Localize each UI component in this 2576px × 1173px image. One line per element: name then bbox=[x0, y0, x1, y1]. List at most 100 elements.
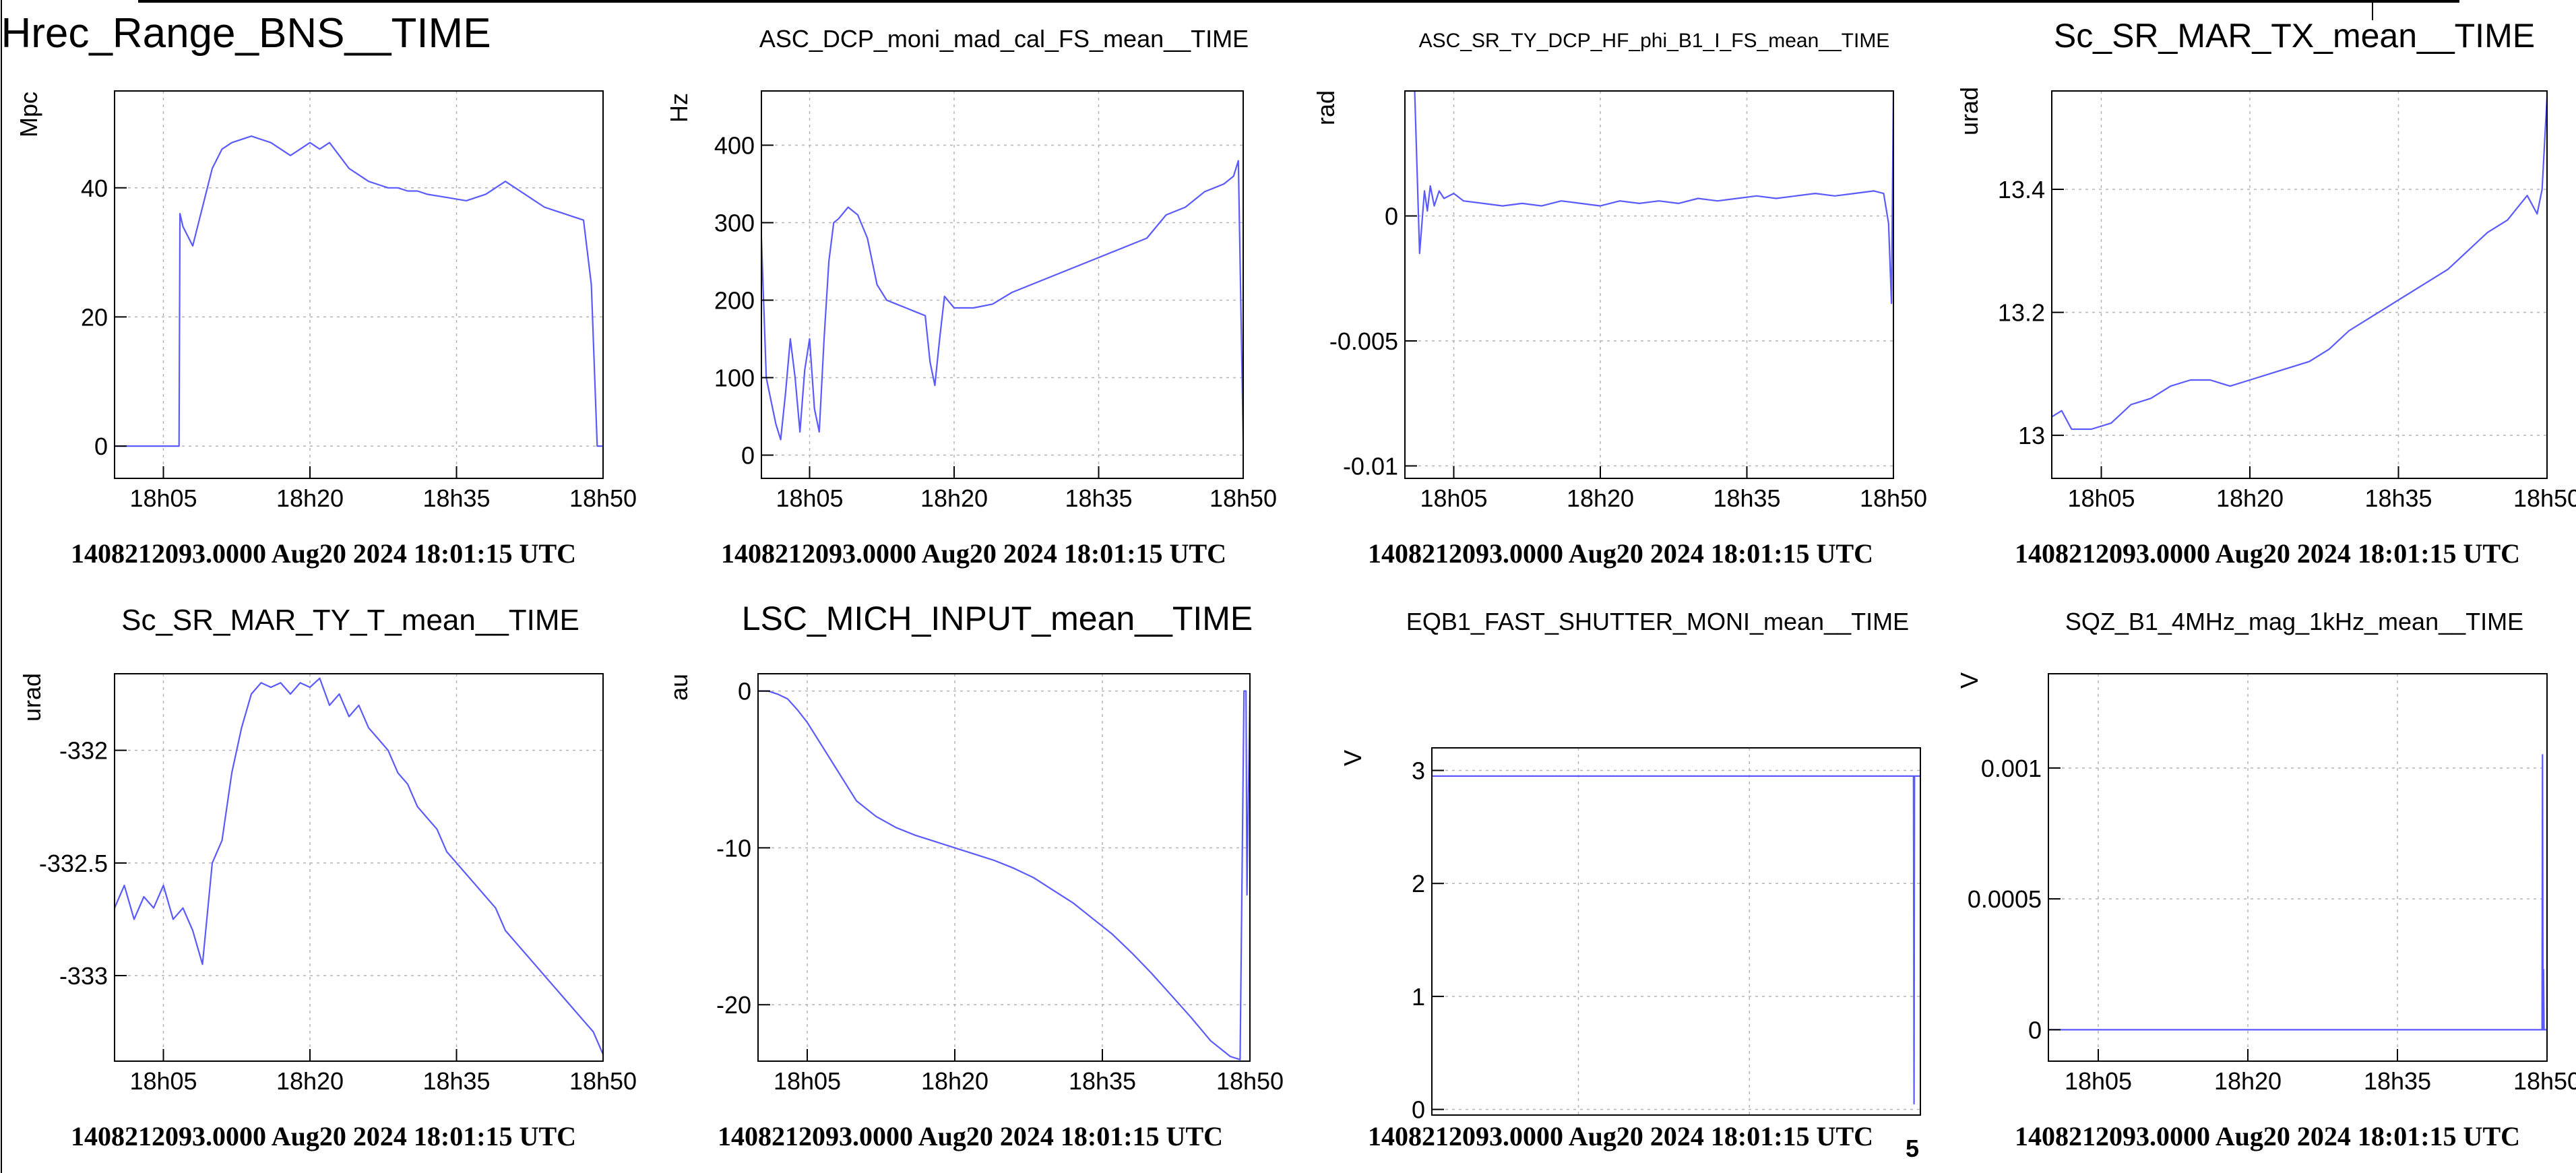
chart-title: Sc_SR_MAR_TX_mean__TIME bbox=[2054, 17, 2535, 55]
x-tick-label: 18h20 bbox=[276, 1067, 344, 1095]
y-tick-label: 40 bbox=[81, 175, 108, 202]
y-tick-label: -0.005 bbox=[1329, 327, 1398, 355]
y-axis-label: urad bbox=[18, 673, 46, 722]
y-tick-label: -20 bbox=[716, 991, 751, 1019]
timestamp-footer: 1408212093.0000 Aug20 2024 18:01:15 UTC bbox=[1368, 1121, 1873, 1151]
plot-frame bbox=[757, 673, 1251, 1062]
y-tick-label: 0 bbox=[2028, 1016, 2042, 1044]
chart-title: ASC_SR_TY_DCP_HF_phi_B1_I_FS_mean__TIME bbox=[1419, 30, 1890, 52]
series-line bbox=[1432, 775, 1920, 1105]
x-tick-label: 18h35 bbox=[1069, 1067, 1136, 1095]
plot-frame bbox=[761, 90, 1244, 479]
x-tick-label: 18h20 bbox=[921, 1067, 988, 1095]
y-tick-label: 13 bbox=[2018, 422, 2045, 449]
timestamp-footer: 1408212093.0000 Aug20 2024 18:01:15 UTC bbox=[1368, 538, 1873, 569]
timestamp-footer: 1408212093.0000 Aug20 2024 18:01:15 UTC bbox=[2015, 538, 2520, 569]
chart-panel-1: Hrec_Range_BNS__TIME Mpc 18h05 18h20 18h35 18… bbox=[1, 10, 637, 569]
y-tick-label: 3 bbox=[1412, 757, 1425, 785]
x-tick-label: 18h35 bbox=[422, 1067, 490, 1095]
series-line bbox=[115, 135, 603, 447]
x-tick-label: 18h50 bbox=[2513, 484, 2576, 512]
timestamp-footer: 1408212093.0000 Aug20 2024 18:01:15 UTC bbox=[2015, 1121, 2520, 1151]
timestamp-footer: 1408212093.0000 Aug20 2024 18:01:15 UTC bbox=[721, 538, 1226, 569]
y-tick-label: 100 bbox=[714, 364, 755, 392]
y-tick-label: -332.5 bbox=[39, 850, 108, 877]
y-tick-label: 0 bbox=[741, 442, 755, 470]
x-tick-label: 18h05 bbox=[2065, 1067, 2132, 1095]
y-axis-label: Hz bbox=[665, 93, 693, 123]
y-tick-label: 1 bbox=[1412, 983, 1425, 1011]
chart-panel-2: ASC_DCP_moni_mad_cal_FS_mean__TIME Hz 18h0… bbox=[665, 25, 1277, 569]
y-tick-label: 13.4 bbox=[1998, 176, 2045, 203]
y-tick-label: 0 bbox=[1412, 1096, 1425, 1124]
y-axis-label: rad bbox=[1312, 90, 1340, 125]
plot-frame bbox=[1431, 747, 1921, 1116]
x-tick-label: 18h35 bbox=[422, 484, 490, 512]
x-tick-label: 18h50 bbox=[2513, 1067, 2576, 1095]
chart-panel-8: SQZ_B1_4MHz_mag_1kHz_mean__TIME V 18h05 18h… bbox=[1955, 608, 2576, 1151]
x-tick-label: 18h50 bbox=[569, 1067, 637, 1095]
y-axis-label: urad bbox=[1955, 87, 1983, 135]
x-tick-label: 18h35 bbox=[2364, 1067, 2431, 1095]
x-tick-label: 18h20 bbox=[920, 484, 988, 512]
y-tick-label: 300 bbox=[714, 210, 755, 237]
x-tick-label: 18h05 bbox=[129, 1067, 197, 1095]
plot-frame bbox=[114, 673, 604, 1062]
series-line bbox=[1405, 91, 1893, 305]
y-tick-label: 20 bbox=[81, 303, 108, 331]
y-tick-label: -0.01 bbox=[1343, 452, 1398, 480]
timestamp-footer: 1408212093.0000 Aug20 2024 18:01:15 UTC bbox=[71, 1121, 576, 1151]
y-tick-label: 0 bbox=[94, 433, 108, 460]
y-axis-label: V bbox=[1955, 672, 1983, 689]
x-tick-label: 5 bbox=[1906, 1135, 1919, 1162]
x-tick-label: 18h50 bbox=[1216, 1067, 1284, 1095]
y-tick-label: 400 bbox=[714, 132, 755, 160]
timestamp-footer: 1408212093.0000 Aug20 2024 18:01:15 UTC bbox=[71, 538, 576, 569]
y-tick-label: 13.2 bbox=[1998, 299, 2045, 327]
series-line bbox=[2048, 754, 2547, 1031]
plot-frame bbox=[2048, 673, 2548, 1062]
y-tick-label: 200 bbox=[714, 287, 755, 315]
x-tick-label: 18h20 bbox=[276, 484, 344, 512]
x-tick-label: 18h20 bbox=[2214, 1067, 2282, 1095]
chart-title: Hrec_Range_BNS__TIME bbox=[1, 10, 491, 57]
y-tick-label: -333 bbox=[59, 962, 108, 990]
x-tick-label: 18h05 bbox=[2067, 484, 2135, 512]
x-tick-label: 18h05 bbox=[129, 484, 197, 512]
x-tick-label: 18h35 bbox=[1713, 484, 1780, 512]
y-tick-label: -10 bbox=[716, 834, 751, 862]
chart-title: EQB1_FAST_SHUTTER_MONI_mean__TIME bbox=[1406, 608, 1909, 635]
chart-title: SQZ_B1_4MHz_mag_1kHz_mean__TIME bbox=[2065, 608, 2523, 635]
timestamp-footer: 1408212093.0000 Aug20 2024 18:01:15 UTC bbox=[718, 1121, 1223, 1151]
chart-title: Sc_SR_MAR_TY_T_mean__TIME bbox=[121, 604, 579, 637]
x-tick-label: 18h05 bbox=[774, 1067, 841, 1095]
chart-title: ASC_DCP_moni_mad_cal_FS_mean__TIME bbox=[759, 25, 1249, 53]
x-tick-label: 18h35 bbox=[2364, 484, 2432, 512]
series-line bbox=[761, 160, 1243, 441]
plot-frame bbox=[2051, 90, 2548, 479]
y-tick-label: 0.001 bbox=[1981, 755, 2042, 782]
y-axis-label: Mpc bbox=[15, 92, 42, 137]
y-tick-label: 0 bbox=[738, 678, 751, 705]
x-tick-label: 18h50 bbox=[1860, 484, 1927, 512]
x-tick-label: 18h35 bbox=[1065, 484, 1132, 512]
chart-panel-7: EQB1_FAST_SHUTTER_MONI_mean__TIME V 5 0 1 2 3 1… bbox=[1339, 608, 1921, 1162]
y-tick-label: 0.0005 bbox=[1968, 885, 2042, 913]
chart-title: LSC_MICH_INPUT_mean__TIME bbox=[742, 600, 1253, 637]
chart-panel-3: ASC_SR_TY_DCP_HF_phi_B1_I_FS_mean__TIMEr… bbox=[1312, 30, 1927, 569]
y-axis-label: au bbox=[665, 674, 693, 701]
y-tick-label: 0 bbox=[1385, 202, 1398, 230]
plot-frame bbox=[114, 90, 604, 479]
x-tick-label: 18h20 bbox=[1567, 484, 1634, 512]
series-line bbox=[115, 677, 603, 1055]
x-tick-label: 18h20 bbox=[2216, 484, 2284, 512]
plot-frame bbox=[1404, 90, 1894, 479]
y-tick-label: 2 bbox=[1412, 870, 1425, 897]
y-tick-label: -332 bbox=[59, 737, 108, 765]
y-axis-label: V bbox=[1339, 750, 1366, 766]
x-tick-label: 18h05 bbox=[776, 484, 843, 512]
